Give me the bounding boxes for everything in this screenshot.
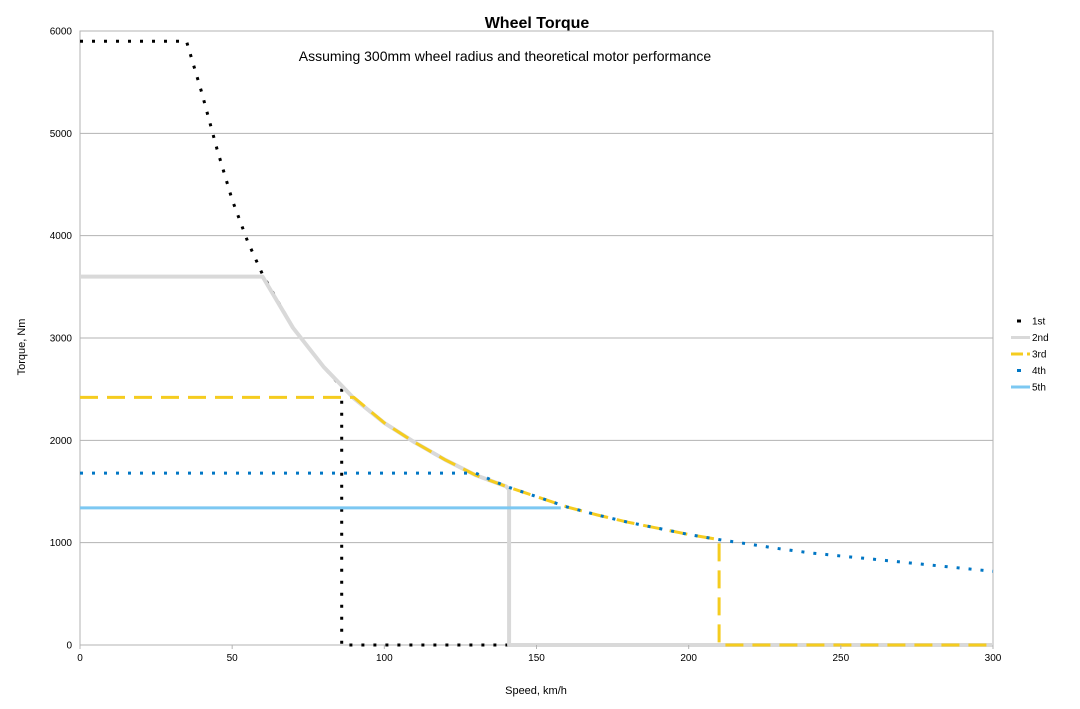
x-axis-label: Speed, km/h [505, 685, 567, 697]
y-tick-label: 6000 [50, 27, 73, 38]
x-tick-label: 50 [227, 653, 239, 664]
legend-label-5th: 5th [1032, 383, 1046, 394]
y-tick-label: 3000 [50, 334, 73, 345]
legend: 1st 2nd 3rd 4th 5th [1011, 317, 1049, 394]
series-line-4th [80, 471, 994, 573]
y-axis-label: Torque, Nm [16, 319, 28, 376]
x-tick-label: 250 [832, 653, 849, 664]
legend-label-3rd: 3rd [1032, 350, 1046, 361]
x-tick-label: 0 [77, 653, 83, 664]
y-tick-label: 2000 [50, 436, 73, 447]
x-tick-label: 300 [985, 653, 1002, 664]
legend-label-1st: 1st [1032, 317, 1046, 328]
series-lines [80, 39, 994, 647]
legend-label-4th: 4th [1032, 366, 1046, 377]
chart-title: Wheel Torque [485, 15, 590, 32]
y-tick-label: 1000 [50, 538, 73, 549]
x-tick-label: 200 [680, 653, 697, 664]
x-tick-label: 100 [376, 653, 393, 664]
chart-subtitle: Assuming 300mm wheel radius and theoreti… [299, 48, 712, 64]
series-line-3rd [80, 395, 993, 647]
axes: 0 1000 2000 3000 4000 5000 6000 0 50 100 150 200 250… [50, 27, 1002, 665]
y-tick-label: 4000 [50, 231, 73, 242]
y-tick-label: 5000 [50, 129, 73, 140]
legend-label-2nd: 2nd [1032, 333, 1049, 344]
x-tick-label: 150 [528, 653, 545, 664]
y-tick-label: 0 [66, 641, 72, 652]
